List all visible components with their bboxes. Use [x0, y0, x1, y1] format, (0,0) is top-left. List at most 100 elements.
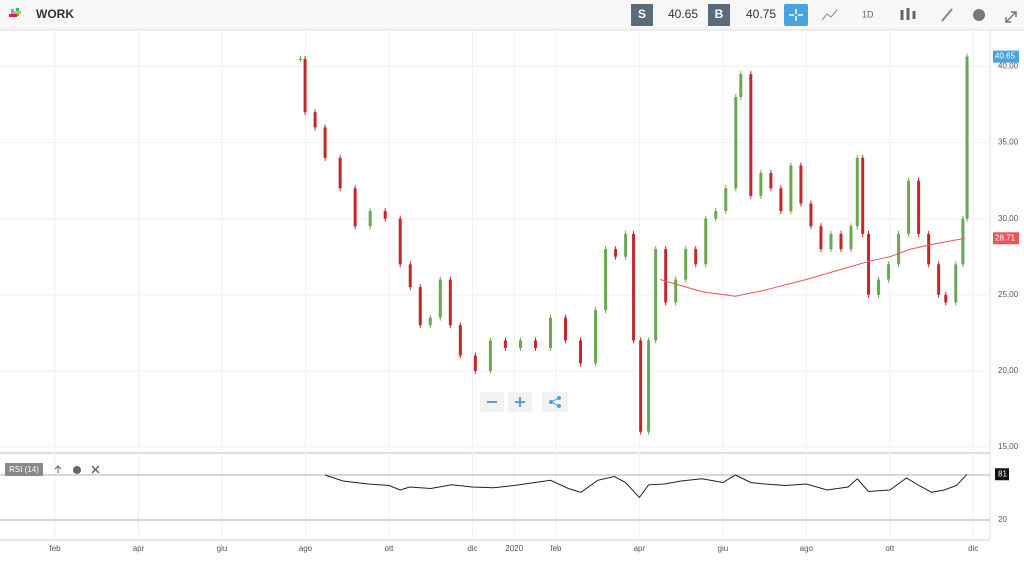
x-tick-label: giu: [718, 544, 729, 553]
candle-body: [867, 233, 871, 295]
y-tick-label: 20,00: [998, 366, 1019, 375]
candle-body: [323, 127, 327, 158]
candle-body: [897, 233, 901, 265]
rsi-close[interactable]: [91, 465, 100, 474]
candle-body: [408, 264, 412, 288]
sell-label: S: [638, 7, 646, 21]
interval-button[interactable]: 1D: [862, 9, 874, 19]
fullscreen-button[interactable]: [1005, 11, 1017, 23]
candle-body: [855, 157, 859, 227]
candle-body: [684, 249, 688, 280]
crosshair-button[interactable]: [784, 4, 808, 26]
candle-body: [839, 233, 843, 250]
candle-body: [849, 226, 853, 250]
y-tick-label: 15,00: [998, 442, 1019, 451]
buy-button[interactable]: [708, 4, 730, 26]
last-price-badge: [993, 50, 1019, 63]
rsi-tick-label: 20: [998, 515, 1007, 524]
ma-label: 28.71: [995, 233, 1016, 242]
candle-body: [564, 317, 568, 341]
candle-body: [927, 233, 931, 265]
rsi-settings[interactable]: [73, 466, 81, 474]
candle-body: [303, 58, 307, 113]
x-tick-label: ago: [800, 544, 814, 553]
y-tick-label: 40,00: [998, 62, 1019, 71]
candle-body: [724, 188, 728, 212]
candle-body: [579, 340, 583, 364]
candle-body: [739, 74, 743, 97]
candle-body: [937, 264, 941, 295]
share[interactable]: [542, 392, 568, 412]
rsi-move-up[interactable]: [54, 465, 62, 473]
candle-body: [944, 294, 948, 303]
y-tick-label: 25,00: [998, 290, 1019, 299]
draw-button[interactable]: [941, 8, 953, 22]
line: [324, 473, 968, 499]
settings-button[interactable]: [973, 9, 985, 21]
x-tick-label: ago: [299, 544, 313, 553]
x-tick-label: ott: [885, 544, 895, 553]
candle-body: [917, 180, 921, 234]
candle-body: [654, 249, 658, 341]
sell-button[interactable]: [631, 4, 653, 26]
candle-body: [664, 249, 668, 303]
rsi-label: RSI (14): [9, 465, 39, 474]
sell-price: 40.65: [668, 7, 698, 21]
rsi-tag: [5, 463, 43, 476]
candle-body: [704, 218, 708, 265]
candle-body: [604, 249, 608, 310]
candle-body: [749, 74, 753, 196]
candle-body: [779, 188, 783, 212]
candle-body: [674, 279, 678, 303]
candle-body: [438, 279, 442, 318]
candle-body: [428, 317, 432, 326]
candle-body: [819, 226, 823, 250]
rsi-last-label: 81: [998, 469, 1007, 478]
x-tick-label: giu: [217, 544, 228, 553]
x-tick-label: ott: [385, 544, 395, 553]
candle-body: [448, 279, 452, 326]
candle-body: [647, 340, 651, 432]
toolbar: [0, 0, 1024, 30]
candle-body: [965, 56, 969, 219]
last-price-label: 40.65: [995, 52, 1016, 61]
candle-body: [503, 340, 507, 349]
candle-body: [624, 233, 628, 257]
rsi-badge: [995, 468, 1009, 481]
candle-body: [398, 218, 402, 265]
x-tick-label: dic: [467, 544, 477, 553]
candle-body: [353, 188, 357, 227]
crosshair-icon: [789, 9, 803, 21]
candle-body: [759, 173, 763, 196]
candle-body: [298, 58, 302, 60]
candle-body: [488, 340, 492, 371]
x-tick-label: 2020: [505, 544, 523, 553]
candle-body: [368, 211, 372, 227]
logo: [9, 8, 21, 17]
candle-body: [418, 287, 422, 326]
candle-body: [861, 157, 865, 234]
candle-body: [639, 340, 643, 432]
candle-body: [594, 309, 598, 364]
line: [660, 237, 966, 297]
zoom-controls: [480, 392, 568, 412]
candle-body: [907, 180, 911, 234]
x-tick-label: dic: [968, 544, 978, 553]
candle-body: [961, 218, 965, 265]
candle-body: [338, 157, 342, 189]
x-tick-label: apr: [634, 544, 646, 553]
x-tick-label: feb: [550, 544, 562, 553]
candle-body: [799, 165, 803, 204]
candle-body: [714, 211, 718, 219]
candle-body: [809, 203, 813, 227]
candle-body: [383, 211, 387, 219]
candle-body: [694, 249, 698, 265]
chart-type-button[interactable]: [821, 9, 838, 21]
x-tick-label: apr: [133, 544, 145, 553]
candle-body: [533, 340, 537, 349]
candle-body: [954, 264, 958, 303]
indicator-button[interactable]: [900, 8, 916, 20]
candle-body: [632, 233, 636, 341]
